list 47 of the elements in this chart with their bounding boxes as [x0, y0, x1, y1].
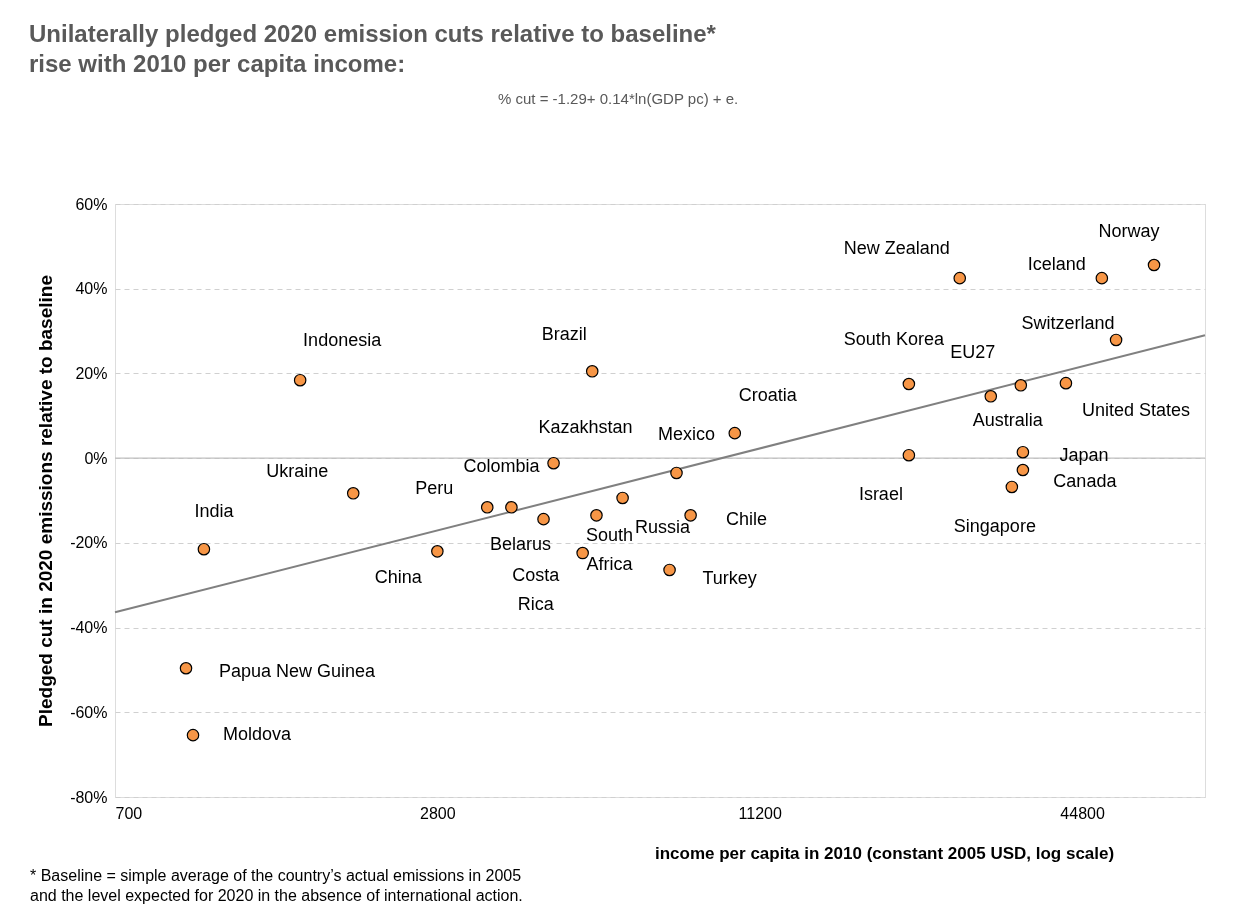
x-tick-label: 44800 — [1060, 804, 1105, 822]
annotation: Indonesia — [303, 330, 383, 351]
annotation: EU27 — [950, 342, 996, 363]
y-tick-label: 40% — [75, 280, 108, 298]
x-tick-label: 11200 — [738, 804, 782, 822]
y-tick-label: -80% — [70, 788, 108, 806]
x-axis-title: income per capita in 2010 (constant 2005 USD, log scale) — [655, 844, 1115, 863]
annotation: Papua New Guinea — [219, 661, 377, 682]
y-tick-label: 60% — [75, 195, 108, 213]
annotation: Croatia — [738, 385, 798, 406]
annotation: Japan — [1059, 445, 1109, 466]
annotation: Colombia — [463, 456, 541, 477]
x-tick-label: 2800 — [420, 804, 456, 822]
annotation: Belarus — [490, 534, 552, 555]
annotation: Russia — [635, 516, 692, 537]
y-axis-title: Pledged cut in 2020 emissions relative to baseline — [35, 275, 57, 727]
annotation: Switzerland — [1021, 312, 1115, 333]
chart-title: Unilaterally pledged 2020 emission cuts relative to baseline* rise with 2010 per capita income: — [29, 20, 717, 77]
annotation: New Zealand — [843, 238, 950, 259]
annotation: South Africa — [585, 525, 634, 575]
annotation: Kazakhstan — [538, 417, 633, 438]
annotation: Israel — [858, 484, 903, 505]
y-tick-label: -60% — [70, 703, 108, 721]
annotation: China — [374, 567, 423, 588]
annotation: India — [194, 501, 235, 522]
annotation: United States — [1081, 400, 1190, 421]
annotation: Ukraine — [266, 461, 329, 482]
y-tick-label: -40% — [70, 619, 108, 637]
annotation: Iceland — [1027, 254, 1086, 275]
y-tick-label: 20% — [75, 364, 108, 382]
x-tick-label: 700 — [115, 804, 143, 822]
annotation: Australia — [972, 410, 1044, 431]
annotation: South Korea — [843, 329, 945, 350]
annotation: Norway — [1098, 220, 1160, 241]
annotation: Mexico — [657, 423, 715, 444]
annotation: Costa Rica — [512, 565, 561, 615]
y-tick-label: -20% — [70, 534, 108, 552]
annotation: Canada — [1053, 471, 1118, 491]
annotation: Brazil — [541, 324, 587, 345]
annotation: Moldova — [223, 724, 293, 745]
annotation: Singapore — [953, 515, 1036, 536]
chart-subtitle: % cut = -1.29+ 0.14*ln(GDP pc) + e. — [498, 90, 739, 107]
y-tick-label: 0% — [84, 449, 108, 467]
annotation: Turkey — [702, 567, 757, 588]
annotation: Peru — [415, 478, 454, 499]
annotation: Chile — [726, 509, 768, 530]
text: * Baseline = simple average of the country’s actual emissions in 2005 and the level expected for 2020 in the absence of international action. — [30, 867, 523, 904]
